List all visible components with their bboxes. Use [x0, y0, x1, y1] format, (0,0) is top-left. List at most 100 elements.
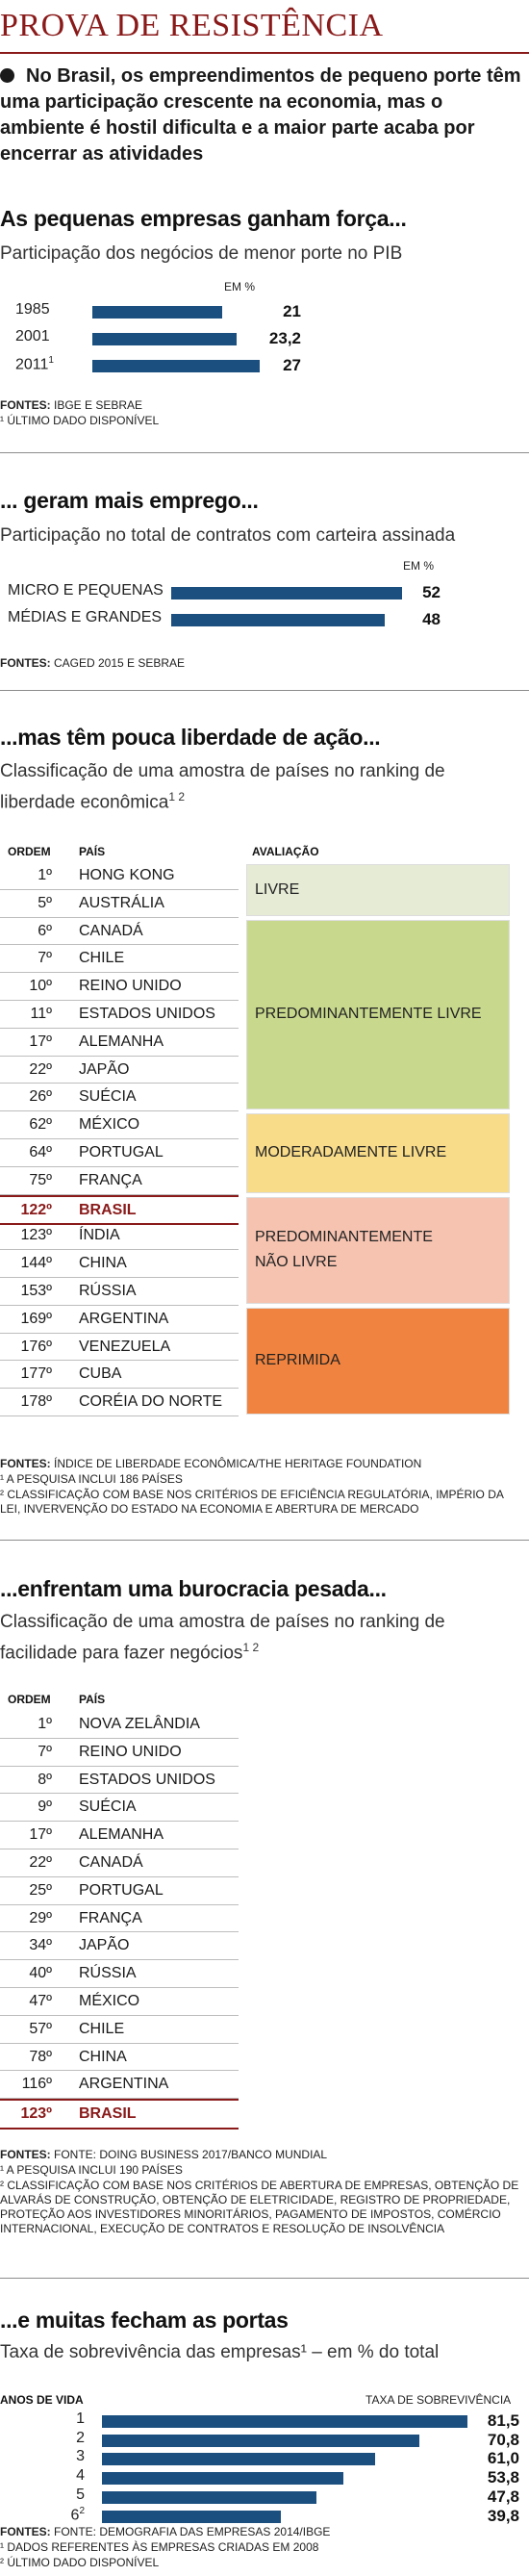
table-row: 17º ALEMANHA: [0, 1822, 239, 1849]
country-label: ESTADOS UNIDOS: [79, 1771, 215, 1788]
table-row: 26º SUÉCIA: [0, 1084, 239, 1112]
table-row: 8º ESTADOS UNIDOS: [0, 1767, 239, 1795]
table-row: 169º ARGENTINA: [0, 1306, 239, 1334]
table-row: 25º PORTUGAL: [0, 1877, 239, 1905]
business-subtitle-notes: 1 2: [242, 1641, 260, 1654]
survival-sources-label: FONTES:: [0, 2525, 51, 2538]
pib-section-title: As pequenas empresas ganham força...: [0, 206, 407, 231]
rating-category: MODERADAMENTE LIVRE: [246, 1113, 510, 1193]
bar-category-label: MÉDIAS E GRANDES: [8, 609, 163, 625]
country-label: JAPÃO: [79, 1060, 130, 1078]
country-label: ESTADOS UNIDOS: [79, 1006, 215, 1022]
rank-label: 22º: [29, 1854, 52, 1871]
table-row: 116º ARGENTINA: [0, 2071, 239, 2100]
bar: [102, 2434, 420, 2447]
freedom-col-rating: AVALIAÇÃO: [252, 845, 319, 858]
rank-label: 144º: [20, 1255, 52, 1272]
table-row: 144º CHINA: [0, 1250, 239, 1278]
table-row: 123º ÍNDIA: [0, 1222, 239, 1251]
bar-category-label: 2001: [15, 328, 50, 344]
freedom-note-2: ² CLASSIFICAÇÃO COM BASE NOS CRITÉRIOS D…: [0, 1488, 504, 1516]
rank-label: 1º: [38, 867, 52, 883]
jobs-sources-text: CAGED 2015 E SEBRAE: [54, 656, 186, 670]
rank-label: 75º: [29, 1171, 52, 1188]
survival-sources-text: FONTE: DEMOGRAFIA DAS EMPRESAS 2014/IBGE: [54, 2525, 331, 2538]
table-row: 178º CORÉIA DO NORTE: [0, 1389, 239, 1416]
survival-x-label: ANOS DE VIDA: [0, 2393, 84, 2407]
country-label: BRASIL: [79, 2105, 137, 2123]
jobs-sources: FONTES: CAGED 2015 E SEBRAE: [0, 656, 186, 670]
rank-label: 177º: [20, 1365, 52, 1383]
rating-category-label: REPRIMIDA: [255, 1352, 340, 1369]
country-label: JAPÃO: [79, 1937, 130, 1954]
bar-category-label: 1985: [15, 301, 50, 318]
bar-value-label: 81,5: [487, 2411, 519, 2430]
rank-label: 6º: [38, 922, 52, 939]
table-row: 22º CANADÁ: [0, 1849, 239, 1877]
intro-paragraph: No Brasil, os empreendimentos de pequeno…: [0, 65, 521, 165]
rank-label: 34º: [29, 1937, 52, 1954]
country-label: CHILE: [79, 950, 125, 967]
country-label: CORÉIA DO NORTE: [79, 1393, 223, 1411]
country-label: PORTUGAL: [79, 1144, 164, 1160]
rank-label: 1º: [38, 1716, 52, 1732]
rank-label: 123º: [20, 1227, 52, 1244]
freedom-subtitle-notes: 1 2: [168, 790, 186, 803]
bar: [102, 2472, 343, 2486]
rank-label: 11º: [30, 1006, 52, 1022]
country-label: FRANÇA: [79, 1909, 142, 1926]
country-label: HONG KONG: [79, 867, 175, 883]
survival-section-title: ...e muitas fecham as portas: [0, 2308, 289, 2333]
bar: [171, 614, 385, 626]
rank-label: 176º: [20, 1338, 52, 1355]
section-divider: [0, 2278, 529, 2279]
country-label: AUSTRÁLIA: [79, 894, 164, 911]
intro-text: No Brasil, os empreendimentos de pequeno…: [0, 64, 527, 167]
bar-category-label: 2: [76, 2429, 85, 2446]
table-row-highlight: 123º BRASIL: [0, 2099, 239, 2130]
country-label: FRANÇA: [79, 1171, 142, 1188]
bar-category-label: 62: [70, 2505, 85, 2523]
table-row: 177º CUBA: [0, 1361, 239, 1390]
rank-label: 78º: [29, 2048, 52, 2065]
rank-label: 57º: [29, 2020, 52, 2037]
rating-category: PREDOMINANTEMENTE NÃO LIVRE: [246, 1196, 510, 1304]
rank-label: 116º: [21, 2076, 52, 2093]
country-label: MÉXICO: [79, 1116, 140, 1134]
bar-category-label: 20111: [15, 355, 54, 373]
business-section-title: ...enfrentam uma burocracia pesada...: [0, 1576, 387, 1601]
bar-value-label: 27: [283, 356, 301, 374]
country-label: ALEMANHA: [79, 1826, 164, 1844]
section-divider: [0, 452, 529, 453]
jobs-section-title: ... geram mais emprego...: [0, 488, 259, 513]
table-row: 40º RÚSSIA: [0, 1960, 239, 1988]
table-row: 5º AUSTRÁLIA: [0, 890, 239, 918]
country-label: CHINA: [79, 2048, 127, 2065]
country-label: ÍNDIA: [79, 1227, 120, 1244]
rank-label: 62º: [29, 1116, 52, 1134]
table-row: 7º REINO UNIDO: [0, 1739, 239, 1767]
rating-category-label: PREDOMINANTEMENTE LIVRE: [255, 1006, 482, 1023]
bar: [92, 306, 223, 319]
table-row: 6º CANADÁ: [0, 918, 239, 946]
freedom-sources-label: FONTES:: [0, 1457, 51, 1470]
country-label: REINO UNIDO: [79, 978, 182, 995]
rank-label: 178º: [20, 1393, 52, 1411]
rank-label: 64º: [29, 1144, 52, 1160]
bar-value-label: 21: [283, 302, 301, 320]
business-col-order: ORDEM: [8, 1693, 51, 1706]
jobs-section-subtitle: Participação no total de contratos com c…: [0, 525, 456, 546]
country-label: ARGENTINA: [79, 1310, 169, 1327]
freedom-section-title: ...mas têm pouca liberdade de ação...: [0, 725, 381, 750]
bar-category-note: 1: [48, 355, 54, 366]
rank-label: 123º: [20, 2105, 52, 2123]
table-row: 153º RÚSSIA: [0, 1278, 239, 1306]
pib-sources-text: IBGE E SEBRAE: [54, 398, 143, 412]
bar: [171, 587, 402, 599]
business-sources-text: FONTE: DOING BUSINESS 2017/BANCO MUNDIAL: [54, 2148, 328, 2161]
survival-y-label: TAXA DE SOBREVIVÊNCIA: [365, 2393, 512, 2407]
table-row: 47º MÉXICO: [0, 1988, 239, 2016]
rank-label: 7º: [38, 1743, 52, 1760]
freedom-section-subtitle: Classificação de uma amostra de países n…: [0, 758, 519, 815]
rank-label: 5º: [38, 894, 52, 911]
